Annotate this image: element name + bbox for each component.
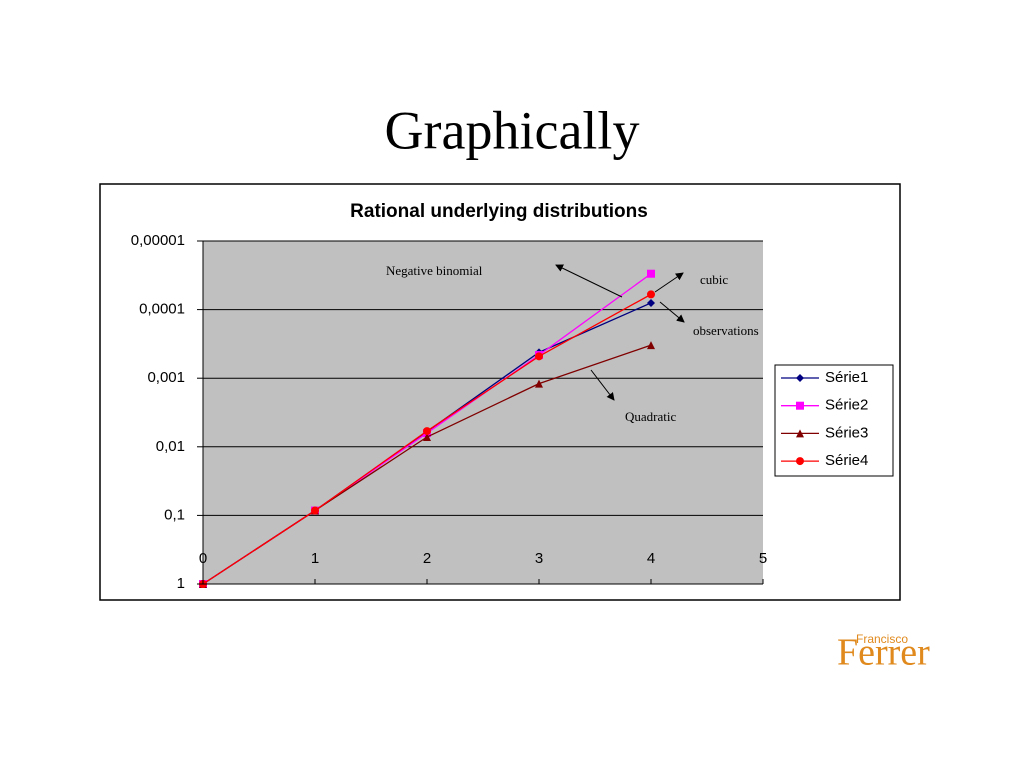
annotation-arrow [555, 264, 623, 298]
marker [647, 341, 655, 350]
logo-small: Francisco [856, 632, 908, 646]
x-tick-label: 5 [759, 550, 767, 567]
y-tick-label: 0,01 [156, 438, 185, 455]
marker [647, 269, 655, 278]
marker [647, 298, 655, 307]
marker [535, 379, 543, 388]
x-tick-label: 4 [647, 550, 655, 567]
slide-title: Graphically [385, 100, 640, 160]
legend-label: Série3 [825, 424, 868, 441]
legend [774, 364, 894, 477]
x-tick-label: 3 [535, 550, 543, 567]
legend-label: Série4 [825, 452, 868, 469]
x-tick-label: 1 [311, 550, 319, 567]
chart-title: Rational underlying distributions [350, 201, 648, 222]
annotation-arrow [654, 272, 684, 293]
annotation-arrow [590, 369, 615, 401]
annotation: cubic [700, 272, 728, 287]
y-tick-label: 0,001 [147, 369, 185, 386]
marker [423, 427, 431, 436]
x-tick-label: 2 [423, 550, 431, 567]
marker [796, 401, 804, 410]
legend-label: Série2 [825, 397, 868, 414]
annotation: Quadratic [625, 409, 676, 424]
annotation: Negative binomial [386, 263, 483, 278]
marker [796, 374, 804, 382]
y-tick-label: 1 [177, 575, 185, 592]
annotation-arrow [659, 301, 685, 323]
logo: Ferrer [837, 632, 930, 674]
annotation: observations [693, 323, 759, 338]
y-tick-label: 0,00001 [131, 232, 185, 249]
marker [647, 290, 655, 299]
marker [423, 433, 431, 442]
legend-label: Série1 [825, 369, 868, 386]
y-tick-label: 0,0001 [139, 301, 185, 318]
x-tick-label: 0 [199, 550, 207, 567]
marker [311, 506, 319, 515]
marker [535, 352, 543, 361]
marker [796, 457, 804, 466]
plot-area [203, 241, 763, 584]
marker [796, 429, 804, 438]
y-tick-label: 0,1 [164, 506, 185, 523]
